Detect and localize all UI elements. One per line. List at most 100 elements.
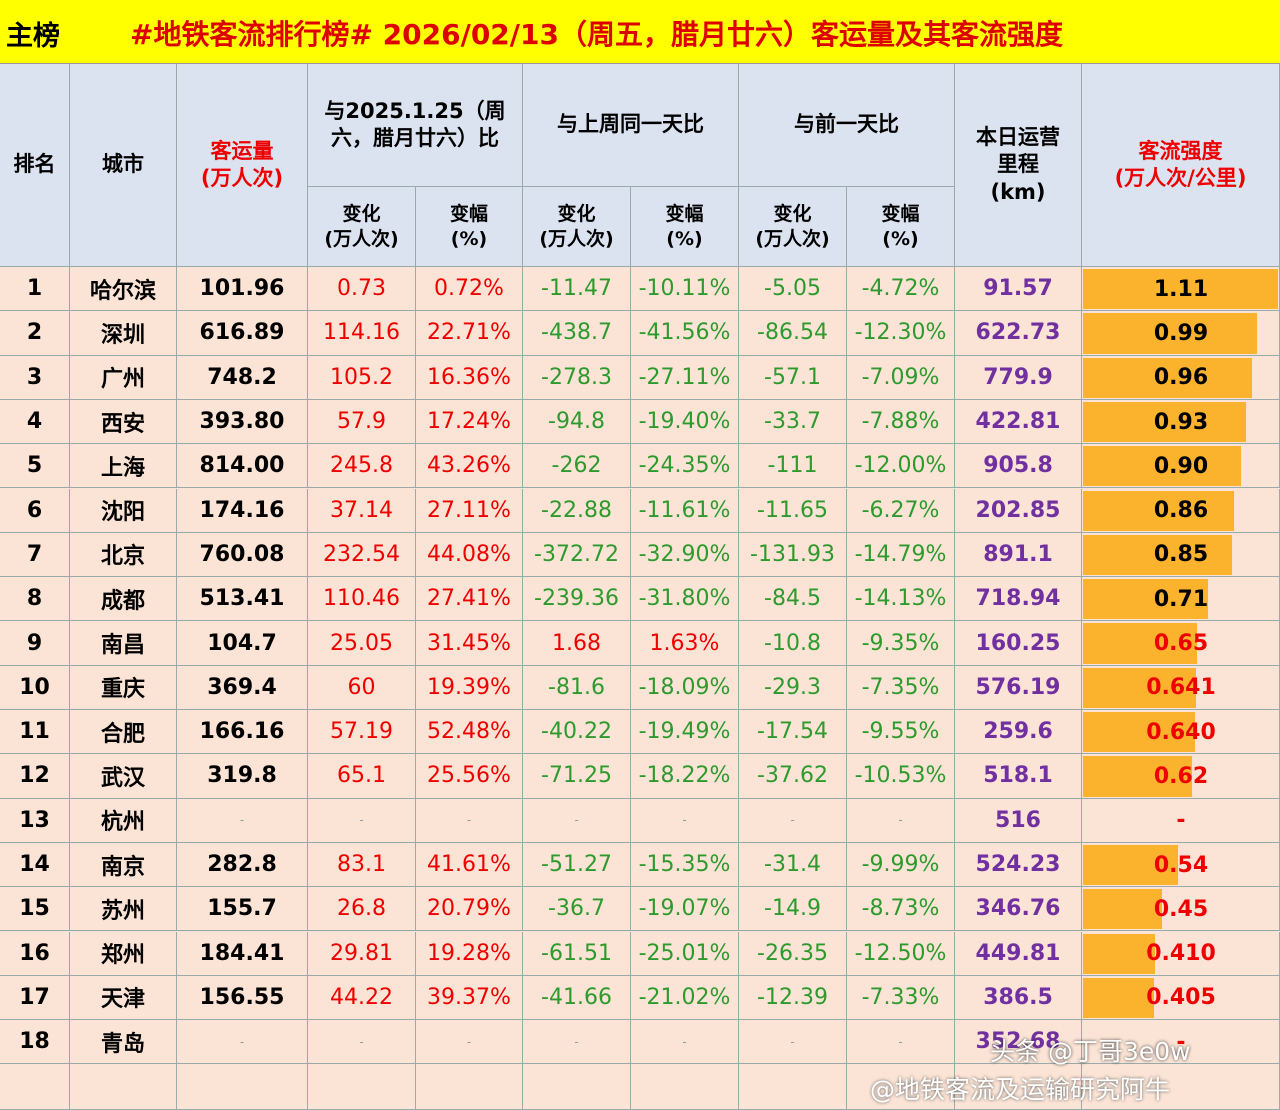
cell: 160.25 (955, 621, 1082, 666)
sub-header: 变化 (万人次) (523, 187, 631, 267)
intensity-bar (1083, 844, 1178, 886)
cell: -22.88 (523, 488, 631, 533)
intensity-value: 0.62 (1153, 763, 1209, 789)
empty-cell (416, 1064, 523, 1110)
cell: - (847, 798, 955, 843)
cell: - (739, 798, 847, 843)
intensity-value: 0.641 (1146, 675, 1216, 701)
cell: 武汉 (70, 754, 177, 799)
cell: 516 (955, 798, 1082, 843)
cell: -21.02% (631, 975, 739, 1021)
cell: 319.8 (177, 754, 308, 799)
cell: - (631, 798, 739, 843)
empty-cell (308, 1064, 416, 1110)
group-header: 与前一天比 (739, 64, 955, 187)
cell: 352.68 (955, 1020, 1082, 1065)
empty-cell (0, 1064, 70, 1110)
cell: 718.94 (955, 577, 1082, 622)
cell: 44.08% (416, 532, 523, 578)
empty-cell (177, 1064, 308, 1110)
cell: 25.05 (308, 621, 416, 666)
cell: -71.25 (523, 754, 631, 799)
sub-header: 变化 (万人次) (308, 187, 416, 267)
intensity-value: 0.405 (1146, 985, 1216, 1011)
intensity-value: 0.96 (1153, 365, 1209, 391)
cell: 52.48% (416, 710, 523, 755)
empty-cell (70, 1064, 177, 1110)
cell: - (739, 1020, 847, 1065)
cell: -9.99% (847, 842, 955, 888)
cell: -37.62 (739, 754, 847, 799)
cell: 1 (0, 267, 70, 312)
cell: 202.85 (955, 488, 1082, 533)
header-cell: 客运量 (万人次) (177, 64, 308, 267)
intensity-value: 0.86 (1153, 498, 1209, 524)
cell: -5.05 (739, 267, 847, 312)
cell: 1.68 (523, 621, 631, 666)
cell: - (416, 798, 523, 843)
cell: -111 (739, 444, 847, 489)
cell: 16.36% (416, 355, 523, 400)
sub-header: 变幅 (%) (631, 187, 739, 267)
cell: -12.30% (847, 311, 955, 356)
cell: -41.56% (631, 311, 739, 356)
intensity-value: 0.93 (1153, 409, 1209, 435)
cell: -61.51 (523, 931, 631, 976)
cell: 25.56% (416, 754, 523, 799)
sub-header: 变幅 (%) (416, 187, 523, 267)
cell: -94.8 (523, 399, 631, 445)
cell: - (631, 1020, 739, 1065)
cell: -41.66 (523, 975, 631, 1021)
cell: -7.33% (847, 975, 955, 1021)
cell: 16 (0, 931, 70, 976)
intensity-value: - (1176, 1029, 1186, 1055)
cell: -8.73% (847, 887, 955, 932)
cell: -31.4 (739, 842, 847, 888)
cell: 20.79% (416, 887, 523, 932)
cell: 重庆 (70, 665, 177, 710)
cell: -29.3 (739, 665, 847, 710)
cell: 西安 (70, 399, 177, 445)
cell: -12.00% (847, 444, 955, 489)
cell: 5 (0, 444, 70, 489)
cell: 91.57 (955, 267, 1082, 312)
intensity-bar (1083, 667, 1196, 708)
cell: 17.24% (416, 399, 523, 445)
cell: 346.76 (955, 887, 1082, 932)
cell: 19.28% (416, 931, 523, 976)
intensity-value: 0.71 (1153, 586, 1209, 612)
cell: 18 (0, 1020, 70, 1065)
cell: - (177, 1020, 308, 1065)
intensity-value: 0.45 (1153, 896, 1209, 922)
cell: 905.8 (955, 444, 1082, 489)
cell: -32.90% (631, 532, 739, 578)
cell: -81.6 (523, 665, 631, 710)
cell: 27.41% (416, 577, 523, 622)
cell: 60 (308, 665, 416, 710)
watermark: 头条 @丁哥3e0w (990, 1037, 1191, 1066)
intensity-value: 0.90 (1153, 453, 1209, 479)
cell: 576.19 (955, 665, 1082, 710)
empty-cell (631, 1064, 739, 1110)
intensity-bar (1083, 623, 1198, 664)
cell: 15 (0, 887, 70, 932)
cell: 760.08 (177, 532, 308, 578)
cell: 郑州 (70, 931, 177, 976)
cell: 南昌 (70, 621, 177, 666)
cell: 合肥 (70, 710, 177, 755)
cell: -26.35 (739, 931, 847, 976)
header-cell: 客流强度 (万人次/公里) (1082, 64, 1280, 267)
cell: 524.23 (955, 842, 1082, 888)
intensity-value: 1.11 (1153, 276, 1209, 302)
cell: 114.16 (308, 311, 416, 356)
cell: 386.5 (955, 975, 1082, 1021)
cell: -239.36 (523, 577, 631, 622)
cell: 166.16 (177, 710, 308, 755)
cell: 105.2 (308, 355, 416, 400)
cell: 9 (0, 621, 70, 666)
cell: 苏州 (70, 887, 177, 932)
intensity-bar (1083, 269, 1278, 310)
cell: -4.72% (847, 267, 955, 312)
cell: -12.50% (847, 931, 955, 976)
